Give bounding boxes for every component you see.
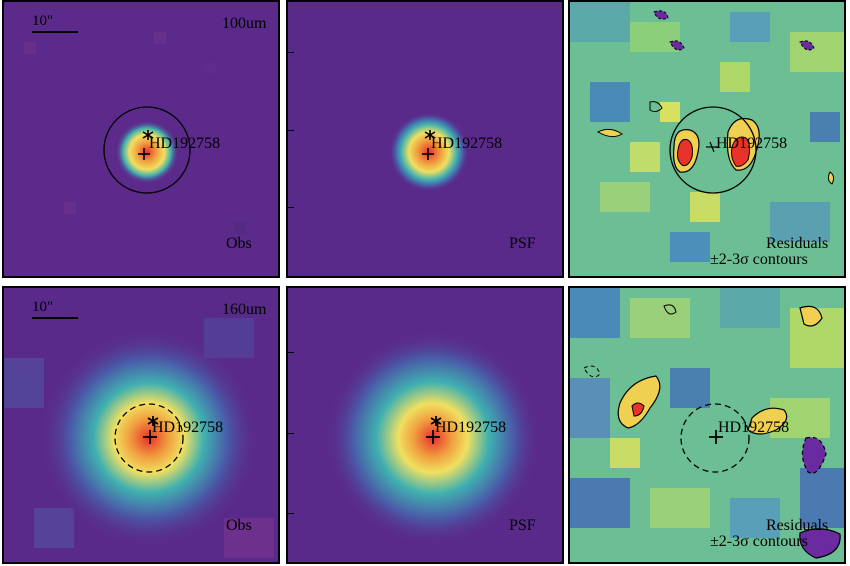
band-label: 100um [222,15,267,32]
target-label: HD192758 [431,135,503,152]
contour-note: ±2-3σ contours [710,533,808,550]
axis-tick [288,352,294,353]
target-label: HD192758 [716,135,788,152]
panel-160um-psf: HD192758 PSF [286,286,564,564]
axis-tick [288,130,294,131]
axis-tick [288,513,294,514]
band-label: 160um [222,301,267,318]
scale-bar-label: 10" [32,299,54,315]
image-100um-residual [570,2,844,276]
axis-tick [288,52,294,53]
target-label: HD192758 [149,135,221,152]
panel-100um-psf: HD192758 PSF [286,0,564,278]
panel-type-label: Obs [226,517,252,534]
image-160um-psf [288,288,562,562]
contour-note: ±2-3σ contours [710,251,808,268]
panel-type-label: PSF [509,517,536,534]
image-100um-obs [4,2,278,276]
panel-type-label: Residuals [766,517,829,534]
image-160um-obs [4,288,278,562]
target-label: HD192758 [718,419,790,436]
panel-type-label: Residuals [766,235,829,252]
panel-100um-obs: 10" 100um HD192758 Obs [2,0,280,278]
panel-160um-obs: 10" 160um HD192758 Obs [2,286,280,564]
target-label: HD192758 [435,419,507,436]
panel-100um-residual: HD192758 Residuals ±2-3σ contours [568,0,846,278]
image-100um-psf [288,2,562,276]
scale-bar-label: 10" [32,13,54,29]
target-label: HD192758 [152,419,224,436]
panel-type-label: PSF [509,235,536,252]
image-160um-residual [570,288,844,562]
axis-tick [288,433,294,434]
axis-tick [288,207,294,208]
panel-type-label: Obs [226,235,252,252]
panel-160um-residual: HD192758 Residuals ±2-3σ contours [568,286,846,564]
